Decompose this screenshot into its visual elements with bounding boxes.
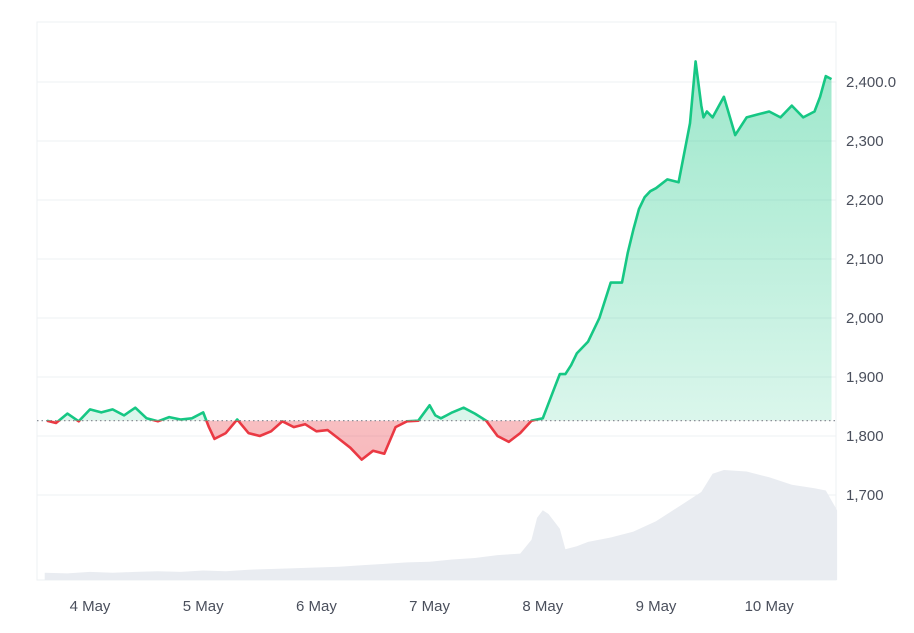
volume-shape: [44, 470, 838, 580]
y-tick-label: 2,300: [846, 133, 884, 150]
x-tick-label: 6 May: [296, 598, 337, 615]
y-tick-label: 2,400.0: [846, 74, 896, 91]
y-tick-label: 2,100: [846, 251, 884, 268]
x-tick-label: 9 May: [636, 598, 677, 615]
x-tick-label: 10 May: [745, 598, 795, 615]
volume-area: [44, 470, 838, 580]
price-line-up: [47, 60, 833, 421]
x-tick-label: 8 May: [522, 598, 563, 615]
y-tick-label: 2,200: [846, 192, 884, 209]
x-tick-label: 4 May: [70, 598, 111, 615]
x-tick-label: 7 May: [409, 598, 450, 615]
price-lines: [46, 60, 833, 461]
y-tick-label: 1,700: [846, 487, 884, 504]
y-tick-label: 1,800: [846, 428, 884, 445]
x-tick-label: 5 May: [183, 598, 224, 615]
price-fills: [47, 61, 832, 460]
y-axis-ticks: 1,700 1,800 1,900 2,000 2,100 2,200 2,300 2,400…: [846, 74, 896, 504]
y-tick-label: 1,900: [846, 369, 884, 386]
up-area-fill: [58, 61, 832, 421]
x-axis-ticks: 4 May 5 May 6 May 7 May 8 May 9 May 10 May: [70, 598, 795, 615]
y-tick-label: 2,000: [846, 310, 884, 327]
